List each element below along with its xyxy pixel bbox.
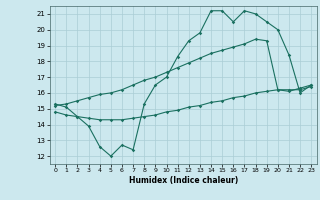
- X-axis label: Humidex (Indice chaleur): Humidex (Indice chaleur): [129, 176, 238, 185]
